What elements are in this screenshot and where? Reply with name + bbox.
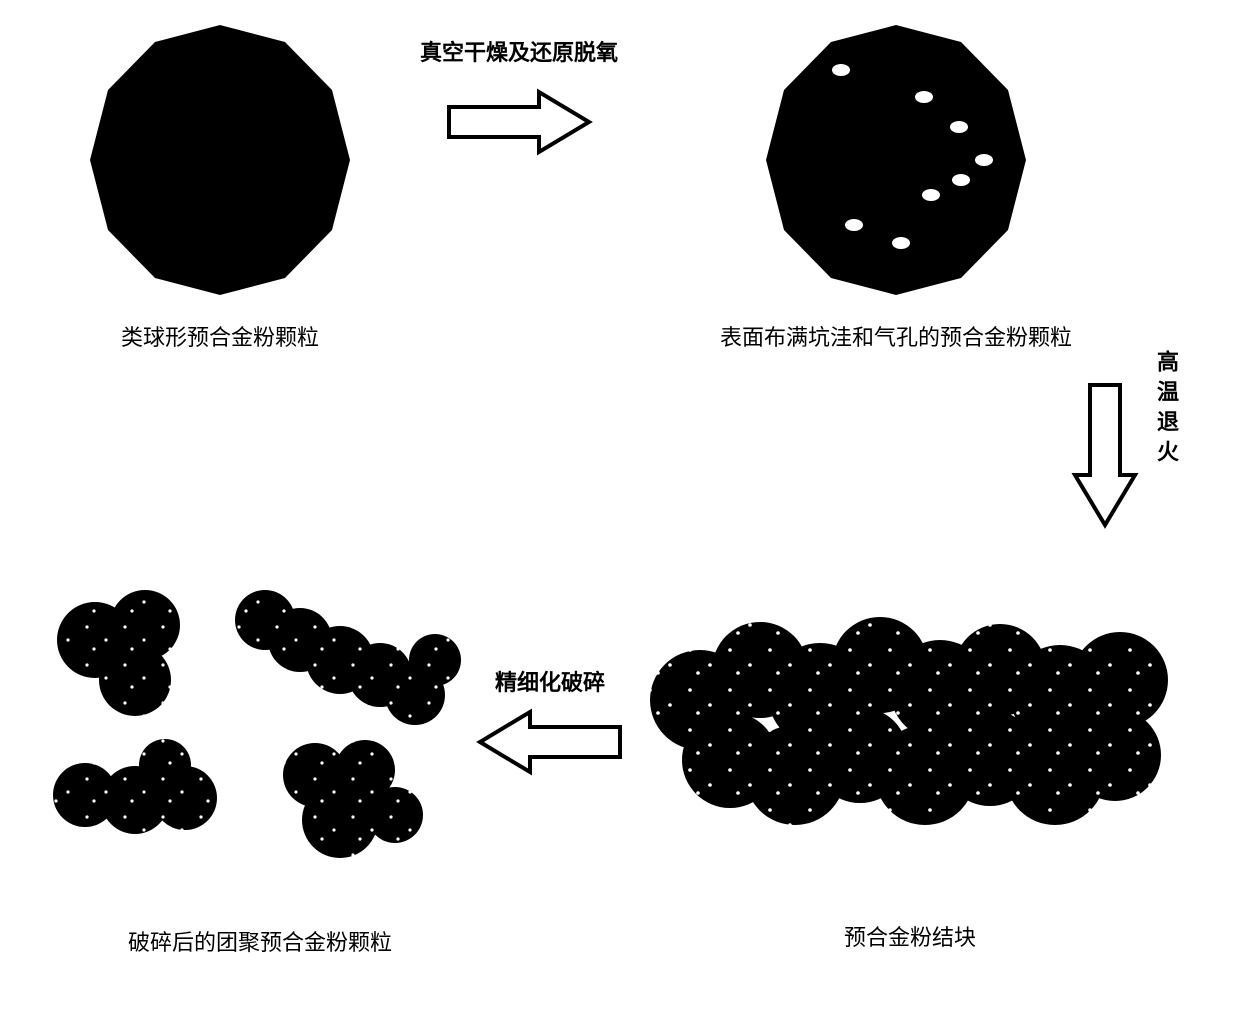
agglomerated-block-icon: [640, 600, 1180, 860]
stage-1: 类球形预合金粉颗粒: [70, 15, 370, 352]
arrow2-label: 高温退火: [1150, 350, 1182, 470]
arrow-3: 精细化破碎: [475, 665, 625, 777]
left-arrow-icon: [475, 707, 625, 777]
right-arrow-icon: [444, 87, 594, 157]
stage1-label: 类球形预合金粉颗粒: [121, 320, 319, 352]
down-arrow-icon: [1070, 380, 1140, 530]
arrow-2: 高温退火: [1070, 350, 1182, 530]
stage4-label: 破碎后的团聚预合金粉颗粒: [128, 925, 392, 957]
broken-agglomerate-icon: [40, 580, 480, 880]
arrow-1: 真空干燥及还原脱氧: [420, 35, 618, 157]
stage-2: 表面布满坑洼和气孔的预合金粉颗粒: [720, 15, 1072, 352]
arrow1-label: 真空干燥及还原脱氧: [420, 35, 618, 67]
stage-4: 破碎后的团聚预合金粉颗粒: [40, 580, 480, 957]
spotted-particle-icon: [746, 15, 1046, 305]
arrow3-label: 精细化破碎: [495, 665, 605, 697]
sphere-particle-icon: [70, 15, 370, 305]
stage2-label: 表面布满坑洼和气孔的预合金粉颗粒: [720, 320, 1072, 352]
stage3-label: 预合金粉结块: [844, 920, 976, 952]
stage-3: 预合金粉结块: [640, 600, 1180, 952]
